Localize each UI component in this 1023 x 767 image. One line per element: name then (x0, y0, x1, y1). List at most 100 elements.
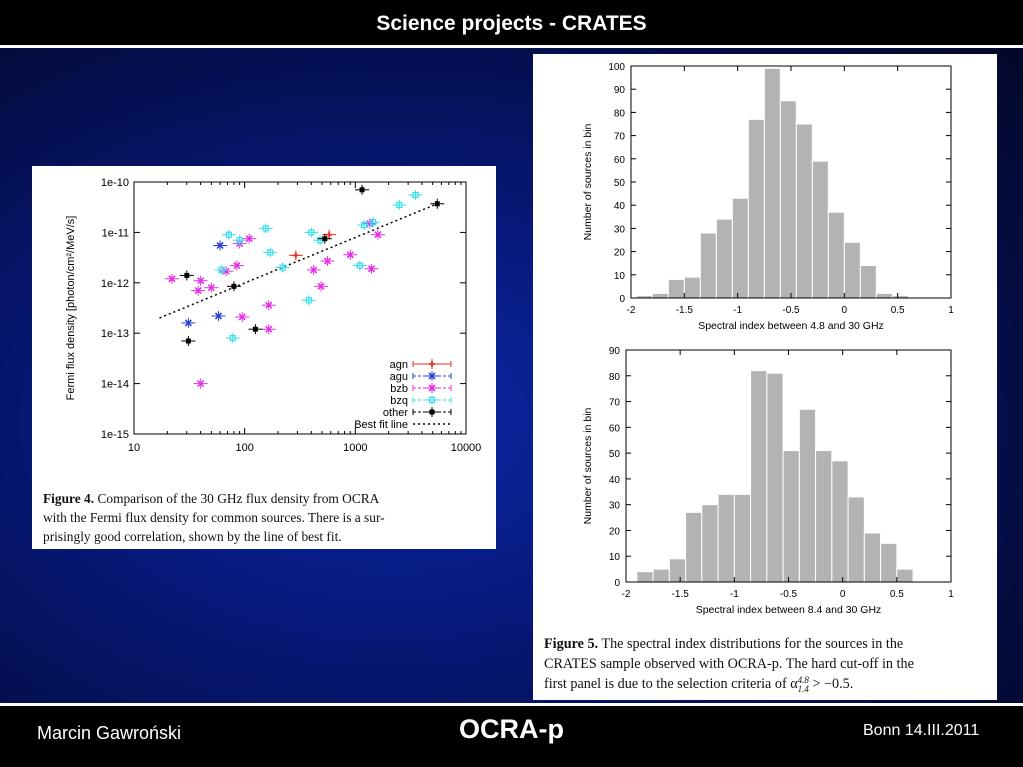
other-point (184, 272, 190, 278)
footer-bar (0, 706, 1023, 767)
figure5-caption-line: first panel is due to the selection crit… (544, 676, 798, 692)
histogram-bar (733, 493, 752, 583)
bzb-point (346, 251, 354, 259)
histogram-bar (747, 118, 765, 299)
histogram-bar (685, 511, 703, 583)
y-tick-label: 20 (614, 248, 626, 259)
x-tick-label: -1.5 (672, 589, 690, 600)
figure5-panel: -2 -1.5 -1 -0.5 0 0.5 1 0 10 20 30 40 50 60 70 80 90 100 S… (533, 54, 997, 700)
x-tick-label: 0 (840, 589, 846, 600)
x-tick-label: -2 (622, 589, 631, 600)
bzb-point (207, 284, 215, 292)
bzq-point (412, 191, 419, 199)
x-axis-label: Spectral index between 4.8 and 30 GHz (698, 320, 884, 332)
histogram-bar (863, 532, 882, 583)
agu-point (216, 241, 224, 250)
agu-point (184, 319, 192, 327)
other-point (322, 236, 328, 242)
histogram-bar (717, 493, 735, 583)
x-axis-label: Spectral index between 8.4 and 30 GHz (696, 604, 882, 616)
bzb-point (310, 266, 318, 274)
y-tick-label: 40 (609, 475, 621, 486)
x-tick-label: 1 (948, 305, 954, 316)
y-tick-label: 60 (614, 155, 626, 166)
figure5-caption-line: The spectral index distributions for the… (601, 636, 904, 652)
math-superscript: 4.8 (797, 674, 809, 685)
bzq-point (428, 396, 436, 404)
y-tick-label: 80 (614, 108, 626, 119)
histogram-bar (651, 292, 669, 299)
histogram-bar (701, 504, 719, 583)
x-tick-label: 1000 (343, 442, 367, 454)
conference-name: OCRA-p (459, 714, 564, 744)
histogram-bar (750, 370, 768, 583)
y-axis-label: Number of sources in bin (582, 123, 594, 240)
bzb-point (197, 380, 205, 388)
x-tick-label: 10 (128, 442, 140, 454)
y-tick-label: 90 (609, 346, 621, 357)
histogram-bar (766, 372, 784, 583)
figure5-label: Figure 5. (544, 636, 599, 652)
bzb-point (323, 257, 332, 265)
y-tick-label: 60 (609, 423, 621, 434)
plot-frame (133, 181, 467, 435)
header-divider (0, 45, 1023, 48)
histogram-bar (636, 571, 654, 583)
x-tick-label: -1 (730, 589, 739, 600)
histogram-bar (731, 197, 749, 299)
histogram-bar (652, 568, 670, 583)
histogram-8.4-30ghz: -2 -1.5 -1 -0.5 0 0.5 10102030405060708090Spec… (582, 346, 954, 616)
y-tick-label: 0 (614, 578, 620, 589)
histogram-bar (683, 276, 701, 299)
bzb-point (168, 275, 176, 283)
legend-label: agn (390, 359, 408, 371)
histogram-bar (782, 450, 800, 583)
figure4-caption-line: with the Fermi flux density for common s… (43, 510, 385, 525)
bzb-point (245, 235, 253, 243)
y-axis-label: Number of sources in bin (582, 407, 594, 524)
bzq-point (225, 231, 232, 238)
y-tick-label: 70 (614, 132, 626, 143)
bzq-point (229, 334, 236, 342)
y-axis-label: Fermi flux density [photon/cm²/MeV/s] (65, 216, 77, 401)
x-tick-label: 0.5 (891, 305, 905, 316)
y-tick-label: 10 (614, 271, 626, 282)
agn-point (292, 252, 299, 259)
legend-label: bzq (390, 395, 408, 407)
histogram-bar (831, 460, 849, 583)
other-point (185, 338, 191, 344)
y-tick-label: 20 (609, 526, 621, 537)
bzq-point (279, 264, 286, 271)
y-tick-label: 1e-10 (101, 177, 129, 189)
y-tick-label: 90 (614, 85, 626, 96)
figure4-caption: Figure 4. Comparison of the 30 GHz flux … (43, 489, 491, 546)
y-tick-label: 100 (608, 62, 625, 73)
x-tick-label: 0.5 (890, 589, 904, 600)
bzb-point (194, 287, 202, 295)
bzq-point (236, 237, 243, 244)
y-tick-label: 0 (619, 294, 625, 305)
x-tick-label: -2 (627, 305, 636, 316)
bzq-point (360, 221, 368, 229)
agn-point (429, 361, 435, 367)
histogram-bar (763, 67, 781, 299)
legend-label: other (383, 407, 408, 419)
title-bar (0, 0, 1023, 46)
agu-point (428, 372, 436, 380)
histogram-bar (847, 496, 865, 583)
agn-point (326, 231, 333, 238)
bzq-point (396, 201, 403, 209)
histogram-bar (843, 241, 861, 299)
bzq-point (370, 219, 377, 226)
histogram-bar (880, 542, 898, 583)
other-point (231, 283, 237, 289)
footer-divider (0, 703, 1023, 706)
bzb-point (233, 261, 241, 270)
figure4-caption-line: prisingly good correlation, shown by the… (43, 529, 342, 544)
y-tick-label: 10 (609, 552, 621, 563)
other-point (429, 409, 435, 415)
y-tick-label: 80 (609, 372, 621, 383)
figure4-caption-line: Comparison of the 30 GHz flux density fr… (97, 491, 380, 506)
bzb-point (238, 313, 246, 321)
x-tick-label: -1.5 (676, 305, 694, 316)
